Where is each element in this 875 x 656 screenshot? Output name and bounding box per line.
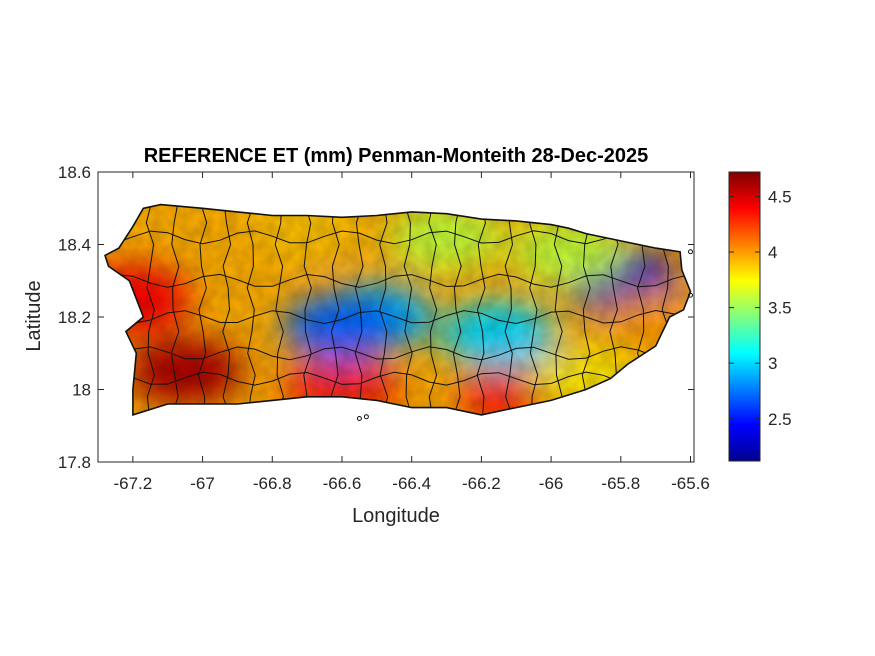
colorbar-tick-label: 2.5 — [768, 410, 792, 429]
y-axis-label: Latitude — [23, 280, 45, 351]
colorbar-tick-label: 4.5 — [768, 187, 792, 206]
x-tick-label: -67.2 — [113, 474, 152, 493]
x-tick-label: -66 — [539, 474, 564, 493]
x-tick-label: -66.8 — [253, 474, 292, 493]
coastline — [104, 203, 692, 416]
y-tick-label: 18 — [72, 381, 91, 400]
colorbar: 2.5 3 3.5 4 4.5 — [728, 171, 792, 462]
chart-title: REFERENCE ET (mm) Penman-Monteith 28-Dec… — [144, 145, 649, 167]
x-tick-label: -66.2 — [462, 474, 501, 493]
x-tick-label: -66.6 — [323, 474, 362, 493]
y-tick-label: 18.6 — [58, 163, 91, 182]
islets — [356, 249, 694, 421]
y-tick-label: 18.2 — [58, 308, 91, 327]
x-axis-label: Longitude — [352, 505, 440, 527]
colorbar-tick-label: 4 — [768, 243, 777, 262]
y-axis-ticks: 17.8 18 18.2 18.4 18.6 — [58, 163, 694, 472]
colorbar-tick-label: 3 — [768, 354, 777, 373]
x-axis-ticks: -67.2 -67 -66.8 -66.6 -66.4 -66.2 -66 -65.8 -65.… — [113, 172, 710, 493]
y-tick-label: 17.8 — [58, 453, 91, 472]
y-tick-label: 18.4 — [58, 236, 91, 255]
x-tick-label: -65.8 — [601, 474, 640, 493]
x-tick-label: -66.4 — [392, 474, 431, 493]
x-tick-label: -65.6 — [671, 474, 710, 493]
colorbar-tick-label: 3.5 — [768, 299, 792, 318]
colorbar-gradient — [728, 171, 761, 462]
x-tick-label: -67 — [190, 474, 215, 493]
